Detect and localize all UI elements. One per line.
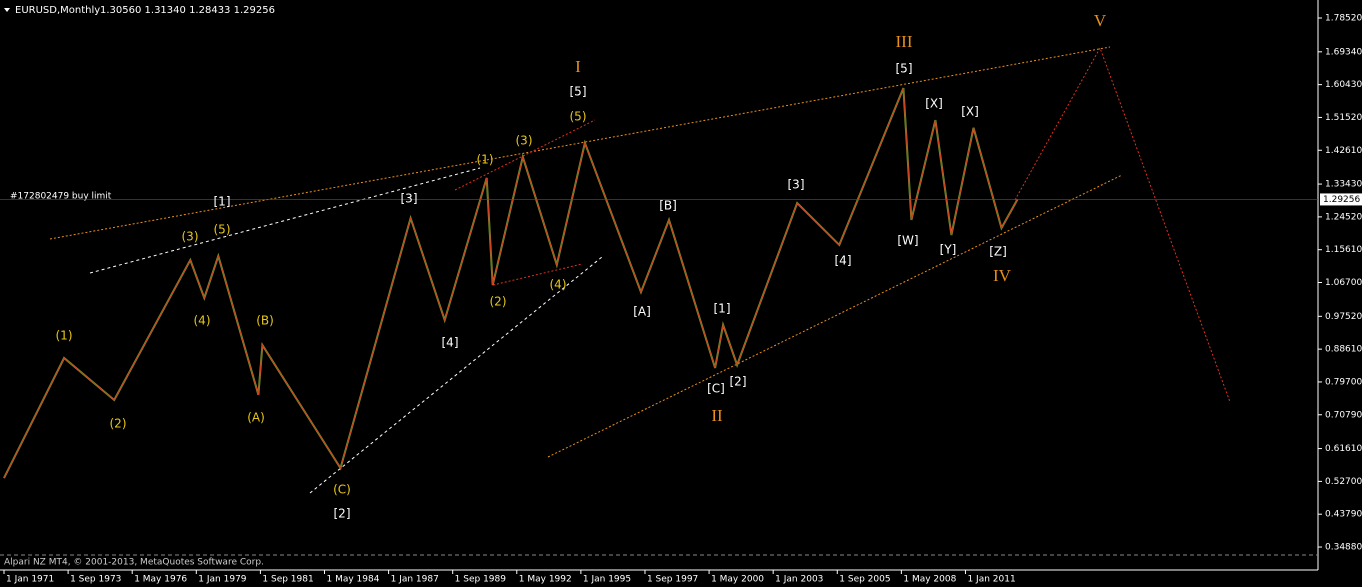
y-tick-label: 1.60430: [1325, 80, 1362, 90]
wave-label: [4]: [835, 254, 852, 268]
y-tick-label: 1.69340: [1325, 47, 1362, 57]
y-tick-label: 1.51520: [1325, 113, 1362, 123]
order-note: #172802479 buy limit: [10, 192, 112, 202]
x-tick-label: 1 Sep 2005: [839, 575, 890, 585]
last-price-box: [1320, 193, 1362, 206]
y-tick-label: 0.97520: [1325, 312, 1362, 322]
trend-line: [89, 167, 481, 274]
x-tick-label: 1 Jan 2011: [967, 575, 1015, 585]
trend-line: [49, 46, 1111, 240]
wave-label: (4): [194, 314, 211, 328]
wave-label: (4): [550, 278, 567, 292]
wave-label: [X]: [961, 105, 979, 119]
wave-label: [X]: [925, 97, 943, 111]
x-tick-label: 1 Sep 1981: [262, 575, 313, 585]
wave-label: (B): [256, 314, 274, 328]
y-tick-label: 0.52700: [1325, 477, 1362, 487]
y-tick-label: 0.61610: [1325, 444, 1362, 454]
x-tick-label: 1 May 1984: [326, 575, 379, 585]
wave-label: [3]: [788, 178, 805, 192]
wave-label: [3]: [401, 192, 418, 206]
wave-label: [2]: [334, 507, 351, 521]
y-tick-label: 0.70790: [1325, 410, 1362, 420]
x-tick-label: 1 Jan 1971: [6, 575, 54, 585]
wave-label: [A]: [633, 305, 651, 319]
wave-label: [1]: [214, 195, 231, 209]
wave-label: [5]: [570, 85, 587, 99]
x-tick-label: 1 May 2000: [711, 575, 764, 585]
wave-label: [Z]: [989, 245, 1007, 259]
wave-label: (A): [247, 411, 265, 425]
wave-label: (5): [214, 223, 231, 237]
wave-label: [5]: [896, 62, 913, 76]
wave-label: [C]: [707, 382, 725, 396]
y-tick-label: 1.78520: [1325, 14, 1362, 24]
y-tick-label: 0.34880: [1325, 543, 1362, 553]
wave-label: [4]: [442, 336, 459, 350]
y-tick-label: 1.15610: [1325, 245, 1362, 255]
ohlc-header: 1.30560 1.31340 1.28433 1.29256: [100, 5, 275, 16]
wave-label: (3): [182, 230, 199, 244]
wave-label: [B]: [659, 199, 677, 213]
copyright: Alpari NZ MT4, © 2001-2013, MetaQuotes S…: [4, 558, 264, 568]
x-tick-label: 1 Jan 1979: [198, 575, 246, 585]
x-tick-label: 1 May 1992: [519, 575, 572, 585]
trend-line: [547, 174, 1123, 458]
last-price-label: 1.29256: [1323, 195, 1360, 205]
wave-label: [W]: [897, 234, 918, 248]
wave-line: [3, 87, 1018, 479]
y-tick-label: 0.79700: [1325, 377, 1362, 387]
trend-line: [492, 263, 583, 286]
projection-line: [1014, 46, 1231, 403]
x-tick-label: 1 Jan 1987: [391, 575, 439, 585]
y-tick-label: 1.33430: [1325, 180, 1362, 190]
wave-label: (3): [516, 134, 533, 148]
x-tick-label: 1 Sep 1997: [647, 575, 698, 585]
wave-label: II: [711, 406, 723, 425]
wave-label: [1]: [714, 302, 731, 316]
menu-arrow[interactable]: [4, 8, 10, 12]
wave-label: (2): [110, 417, 127, 431]
x-tick-label: 1 Sep 1989: [455, 575, 507, 585]
wave-label: I: [575, 57, 581, 76]
x-tick-label: 1 May 1976: [134, 575, 187, 585]
y-tick-label: 0.88610: [1325, 345, 1362, 355]
x-tick-label: 1 Sep 1973: [70, 575, 121, 585]
wave-label: (1): [477, 153, 494, 167]
x-tick-label: 1 May 2008: [903, 575, 956, 585]
wave-label: III: [896, 32, 913, 51]
wave-label: [Y]: [940, 243, 957, 257]
wave-label: [2]: [730, 375, 747, 389]
y-tick-label: 0.43790: [1325, 510, 1362, 520]
wave-label: (C): [333, 483, 351, 497]
wave-label: V: [1094, 11, 1107, 30]
chart-title: EURUSD,Monthly: [15, 5, 100, 16]
wave-label: IV: [993, 266, 1012, 285]
y-tick-label: 1.42610: [1325, 146, 1362, 156]
wave-label: (1): [56, 329, 73, 343]
trend-line: [309, 256, 603, 494]
x-tick-label: 1 Jan 1995: [583, 575, 631, 585]
x-tick-label: 1 Jan 2003: [775, 575, 823, 585]
y-tick-label: 1.06700: [1325, 278, 1362, 288]
y-tick-label: 1.24520: [1325, 212, 1362, 222]
wave-label: (5): [570, 110, 587, 124]
wave-label: (2): [490, 295, 507, 309]
